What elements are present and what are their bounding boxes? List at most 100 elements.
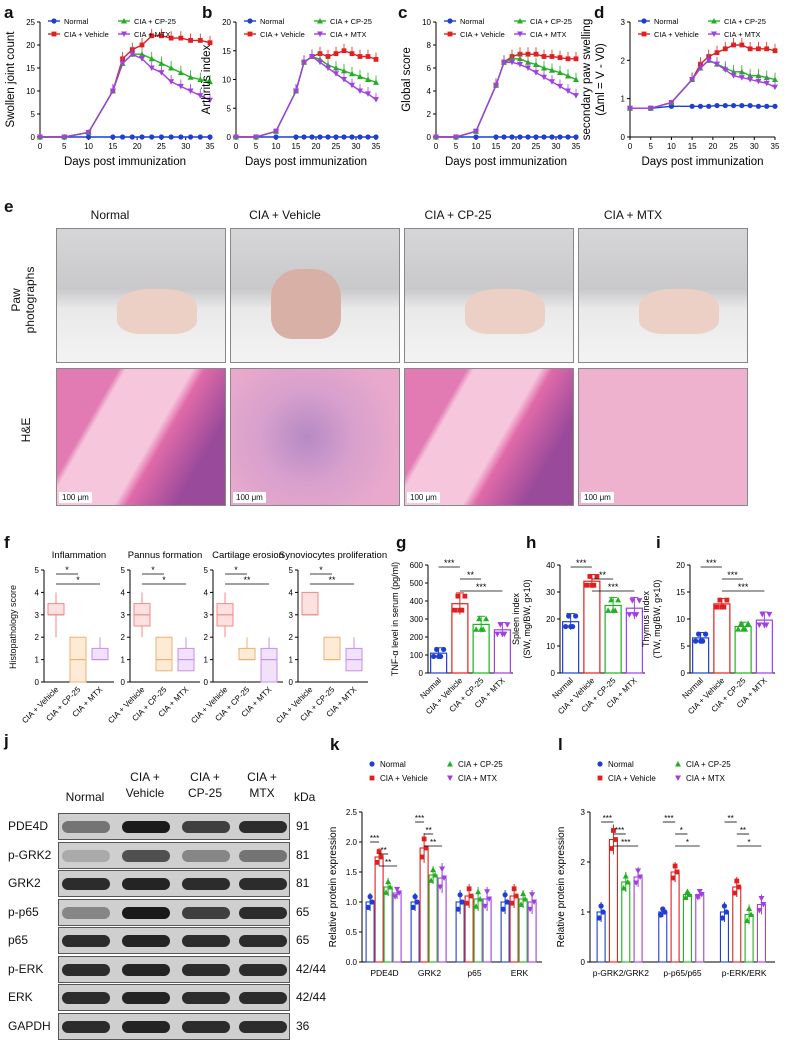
data-point (610, 607, 617, 613)
legend-marker (597, 761, 603, 767)
x-tick-label: 20 (312, 142, 321, 151)
column-header-3: CIA + MTX (604, 208, 662, 222)
data-point (392, 894, 399, 900)
paw-shape (639, 289, 719, 334)
legend-label: CIA + CP-25 (686, 760, 731, 769)
kda-label: 65 (296, 933, 310, 947)
data-point (464, 900, 470, 906)
y-tick-label: 0 (681, 669, 686, 678)
data-point (341, 77, 347, 83)
data-point (473, 626, 480, 632)
legend-label: Normal (608, 760, 634, 769)
data-point (758, 896, 765, 902)
y-tick-label: 20 (676, 561, 685, 570)
data-point (596, 915, 602, 921)
x-tick-label: CIA + Vehicle (274, 685, 315, 726)
y-tick-label: 2.5 (346, 808, 358, 817)
row-label-he: H&E (19, 418, 33, 443)
blot-band (239, 821, 287, 833)
bar (428, 874, 438, 963)
kda-label: 42/44 (296, 961, 327, 976)
data-point (541, 65, 547, 71)
data-point (541, 54, 547, 59)
legend-marker (51, 18, 57, 24)
y-tick-label: 0 (621, 133, 626, 142)
data-point (502, 892, 508, 898)
legend-marker (369, 775, 375, 781)
data-point (689, 103, 695, 109)
data-point (605, 607, 612, 613)
data-point (432, 872, 439, 878)
x-axis-label: Days post immunization (245, 156, 367, 168)
lane-label-2: CIA + (190, 770, 220, 784)
he-stain-image-0: 100 μm (56, 368, 226, 506)
y-tick-label: 0 (121, 678, 126, 687)
bar (583, 580, 601, 674)
legend-label: CIA + Vehicle (608, 774, 656, 783)
y-tick-label: 2.0 (346, 838, 358, 847)
data-point (129, 134, 135, 140)
series-line-3 (236, 55, 377, 138)
data-point (423, 845, 429, 851)
data-point (357, 88, 363, 94)
panel-letter-k: k (330, 735, 340, 754)
data-point (486, 896, 493, 902)
data-point (731, 42, 736, 48)
data-point (483, 615, 490, 622)
panel-letter-b: b (202, 3, 212, 22)
x-tick-label: 0 (434, 142, 439, 151)
data-point (568, 623, 574, 630)
y-tick-label: 4 (289, 588, 294, 597)
data-point (309, 134, 315, 140)
protein-label: p-ERK (8, 961, 44, 976)
panel-letter-j: j (3, 731, 9, 750)
legend-label: CIA + Vehicle (380, 774, 428, 783)
subplot-title: Inflammation (52, 550, 106, 561)
series-line-3 (630, 59, 776, 109)
data-point (739, 42, 745, 48)
data-point (477, 896, 484, 902)
data-point (613, 837, 618, 842)
blot-band (182, 849, 230, 862)
data-point (533, 61, 539, 68)
y-tick-label: 0.0 (346, 958, 358, 967)
sig-label: ** (430, 838, 436, 847)
data-point (549, 67, 555, 73)
data-point (565, 134, 571, 140)
x-tick-label: CIA + Vehicle (106, 685, 147, 726)
y-tick-label: 10 (26, 87, 35, 96)
blot-band (239, 935, 287, 947)
x-tick-label: 5 (62, 142, 67, 151)
x-tick-label: 30 (750, 142, 759, 151)
legend-label: CIA + Vehicle (64, 30, 109, 39)
kda-label: 65 (296, 904, 310, 919)
data-point (504, 622, 511, 628)
y-tick-label: 15 (222, 47, 231, 56)
data-point (178, 35, 184, 41)
legend-marker (517, 18, 523, 24)
legend-marker (121, 18, 127, 24)
data-point (158, 134, 165, 140)
legend-label: Normal (64, 17, 89, 26)
data-point (119, 60, 126, 67)
data-point (394, 886, 401, 893)
legend-marker (447, 18, 453, 24)
blot-row-p-GRK2 (58, 841, 290, 869)
legend-label: CIA + MTX (458, 774, 498, 783)
data-point (187, 88, 194, 94)
blot-band (182, 821, 230, 833)
data-point (527, 906, 534, 913)
he-stain-image-3: 100 μm (578, 368, 748, 506)
data-point (672, 863, 678, 869)
sig-label: *** (727, 570, 738, 580)
x-tick-label: 35 (572, 142, 581, 151)
sig-label: *** (576, 558, 587, 568)
data-point (565, 56, 571, 62)
data-point (723, 909, 730, 915)
data-point (419, 854, 425, 860)
y-tick-label: 2 (427, 110, 432, 119)
data-point (772, 48, 778, 54)
blot-band (122, 878, 170, 890)
